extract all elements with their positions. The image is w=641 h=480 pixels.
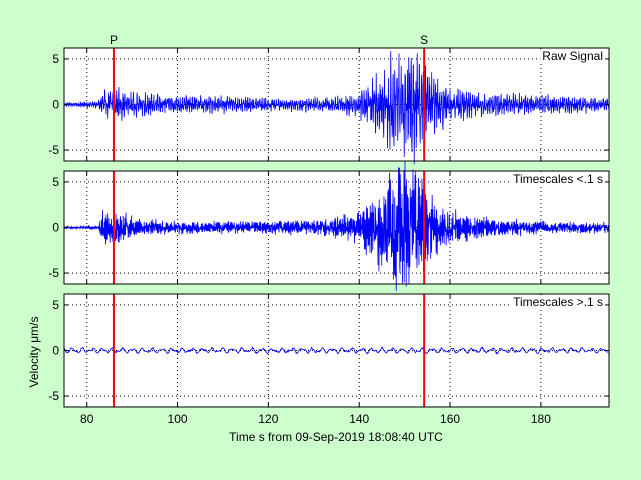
panel-3: -5 0 5 Timescales >.1 s 80 100 120 140 160 180 [48, 293, 610, 426]
panel-label: Timescales >.1 s [513, 295, 603, 309]
x-tick-label: 120 [258, 412, 278, 426]
y-tick-label: 0 [52, 221, 59, 235]
panel-label-background [511, 295, 605, 309]
panel-label: Raw Signal [542, 49, 603, 63]
phase-pick-p-label: P [110, 33, 118, 47]
x-tick-label: 160 [440, 412, 460, 426]
panel-label-background [511, 172, 605, 186]
y-tick-label: -5 [48, 143, 59, 157]
y-tick-label: 5 [52, 52, 59, 66]
x-tick-label: 180 [531, 412, 551, 426]
y-tick-label: 5 [52, 298, 59, 312]
waveform-trace [63, 51, 610, 165]
waveform-trace [63, 346, 609, 355]
x-tick-label: 140 [349, 412, 369, 426]
waveform-trace [63, 160, 610, 291]
x-tick-label: 80 [80, 412, 94, 426]
phase-pick-s-label: S [420, 33, 428, 47]
y-tick-label: 0 [52, 344, 59, 358]
panel-1: -5 0 5 Raw Signal P S [48, 33, 610, 165]
y-tick-label: -5 [48, 389, 59, 403]
panel-2: -5 0 5 Timescales <.1 s [48, 160, 610, 291]
panels-group: -5 0 5 Raw Signal P S -5 0 5 Timescales <.1 s -5 0 5… [48, 33, 610, 426]
y-tick-label: 5 [52, 175, 59, 189]
x-axis-label: Time s from 09-Sep-2019 18:08:40 UTC [229, 430, 443, 444]
y-axis-label: Velocity μm/s [27, 317, 41, 388]
panel-label: Timescales <.1 s [513, 172, 603, 186]
x-tick-label: 100 [168, 412, 188, 426]
y-tick-label: 0 [52, 98, 59, 112]
y-tick-label: -5 [48, 266, 59, 280]
panel-label-background [540, 49, 605, 63]
